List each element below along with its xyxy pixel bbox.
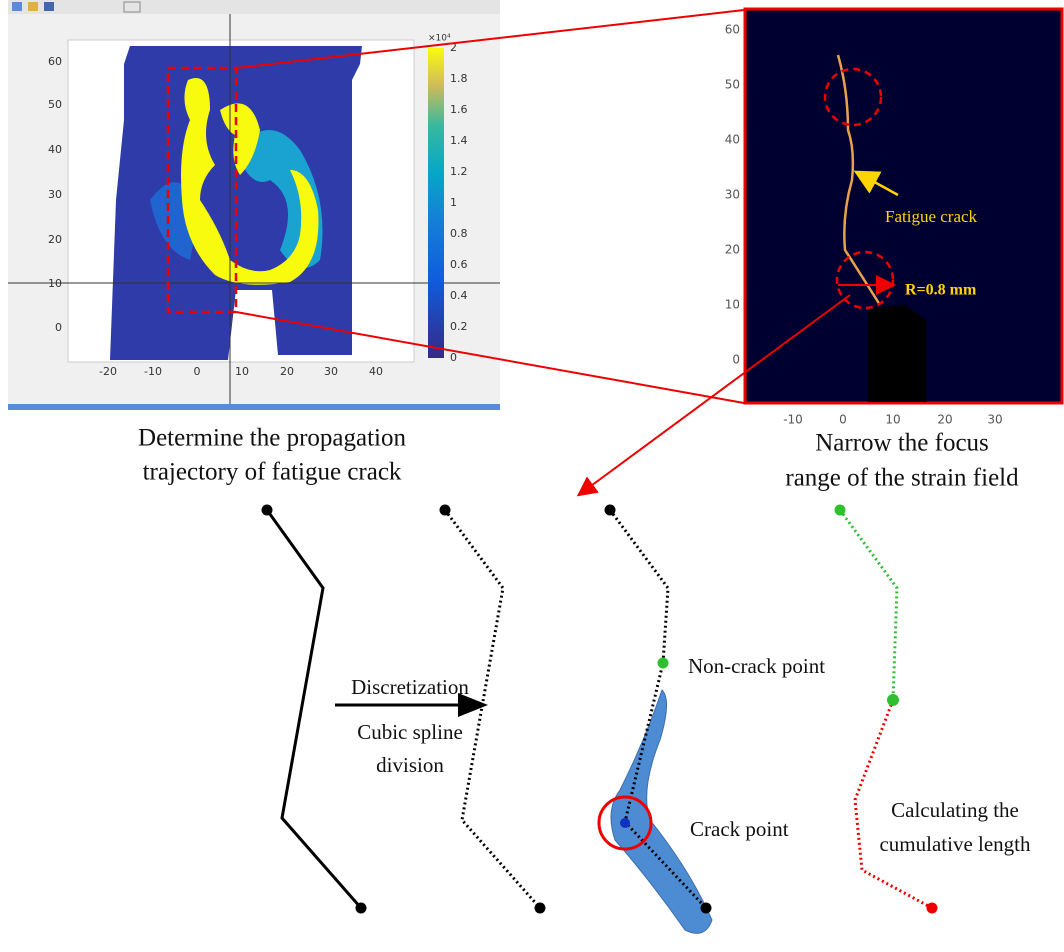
colorbar-tick-label: 0 <box>450 351 457 364</box>
x-tick-label: 10 <box>885 413 900 427</box>
connector <box>235 9 745 69</box>
end-point <box>439 504 451 516</box>
cumulative-label: Calculating the <box>891 798 1019 822</box>
discrete-trajectory <box>443 509 542 909</box>
strain-map-panel: -20 -10 0 10 20 30 40 0 10 20 30 40 50 6… <box>8 0 500 410</box>
step-label: Cubic spline <box>357 720 463 744</box>
colorbar-tick-label: 0.8 <box>450 227 468 240</box>
notch <box>868 305 926 402</box>
caption: range of the strain field <box>785 465 1019 492</box>
x-tick-label: 20 <box>937 413 952 427</box>
connector-arrow <box>576 294 851 497</box>
y-tick-label: 60 <box>48 55 62 68</box>
colorbar-tick-label: 0.6 <box>450 258 468 271</box>
y-tick-label: 30 <box>48 188 62 201</box>
step-label: Discretization <box>351 675 469 699</box>
end-point <box>604 504 616 516</box>
split-point <box>887 694 899 706</box>
y-tick-label: 40 <box>48 143 62 156</box>
connector <box>235 311 745 404</box>
process-steps: Discretization Cubic spline division Non… <box>261 504 1031 934</box>
y-tick-label: 50 <box>725 78 740 92</box>
focus-box <box>166 66 238 314</box>
colorbar-tick-label: 2 <box>450 41 457 54</box>
y-tick-label: 10 <box>725 298 740 312</box>
end-point <box>261 504 273 516</box>
x-tick-label: 20 <box>280 365 294 378</box>
crack-circle <box>597 795 653 851</box>
taskbar <box>8 404 500 410</box>
colorbar <box>428 48 444 358</box>
x-tick-label: -10 <box>783 413 803 427</box>
crack-trace <box>836 54 882 306</box>
colorbar-tick-label: 1.4 <box>450 134 468 147</box>
x-tick-label: -10 <box>144 365 162 378</box>
x-tick-label: 30 <box>324 365 338 378</box>
x-tick-label: 30 <box>987 413 1002 427</box>
focus-panel: Fatigue crack R=0.8 mm -10 0 10 20 30 0 … <box>725 7 1064 427</box>
x-tick-label: 10 <box>235 365 249 378</box>
y-tick-label: 50 <box>48 98 62 111</box>
colorbar-tick-label: 1 <box>450 196 457 209</box>
colorbar-tick-label: 1.8 <box>450 72 468 85</box>
y-tick-label: 30 <box>725 188 740 202</box>
tool-icon <box>12 2 22 11</box>
caption: Determine the propagation <box>138 425 406 452</box>
step-label: division <box>376 753 444 777</box>
discrete-trajectory <box>608 509 708 910</box>
crack-point <box>620 818 630 828</box>
caption: trajectory of fatigue crack <box>143 459 402 486</box>
colorbar-exponent: ×10⁴ <box>428 34 451 44</box>
x-tick-label: 0 <box>839 413 847 427</box>
radius-label: R=0.8 mm <box>905 282 977 299</box>
end-point <box>355 902 367 914</box>
x-tick-label: 40 <box>369 365 383 378</box>
strain-zone <box>610 689 713 934</box>
end-point <box>534 902 546 914</box>
toolbar <box>8 0 500 14</box>
trajectory <box>265 509 363 909</box>
colorbar-tick-label: 0.2 <box>450 320 468 333</box>
measured-trajectory <box>838 509 899 701</box>
y-tick-label: 0 <box>732 353 740 367</box>
crack-strain-zone <box>181 78 319 285</box>
colorbar-tick-label: 1.6 <box>450 103 468 116</box>
caption: Narrow the focus <box>815 430 989 457</box>
tool-icon <box>44 2 54 11</box>
y-tick-label: 60 <box>725 23 740 37</box>
tool-icon <box>123 1 141 13</box>
y-tick-label: 40 <box>725 133 740 147</box>
colorbar-tick-label: 1.2 <box>450 165 468 178</box>
y-tick-label: 20 <box>725 243 740 257</box>
colorbar-tick-label: 0.4 <box>450 289 468 302</box>
crack-label: Crack point <box>690 817 789 841</box>
end-point <box>926 902 938 914</box>
non-crack-label: Non-crack point <box>688 654 825 678</box>
end-point <box>700 902 712 914</box>
crack-label: Fatigue crack <box>885 207 978 226</box>
x-tick-label: 0 <box>194 365 201 378</box>
end-point <box>834 504 846 516</box>
y-tick-label: 20 <box>48 233 62 246</box>
tool-icon <box>28 2 38 11</box>
y-tick-label: 0 <box>55 321 62 334</box>
non-crack-point <box>657 657 669 669</box>
crack-pointer <box>853 170 899 197</box>
colorbar-ticks: 0 0.2 0.4 0.6 0.8 1 1.2 1.4 1.6 1.8 2 <box>450 41 468 364</box>
y-tick-label: 10 <box>48 277 62 290</box>
x-tick-label: -20 <box>99 365 117 378</box>
cumulative-label: cumulative length <box>879 832 1031 856</box>
focus-circle <box>823 67 883 127</box>
